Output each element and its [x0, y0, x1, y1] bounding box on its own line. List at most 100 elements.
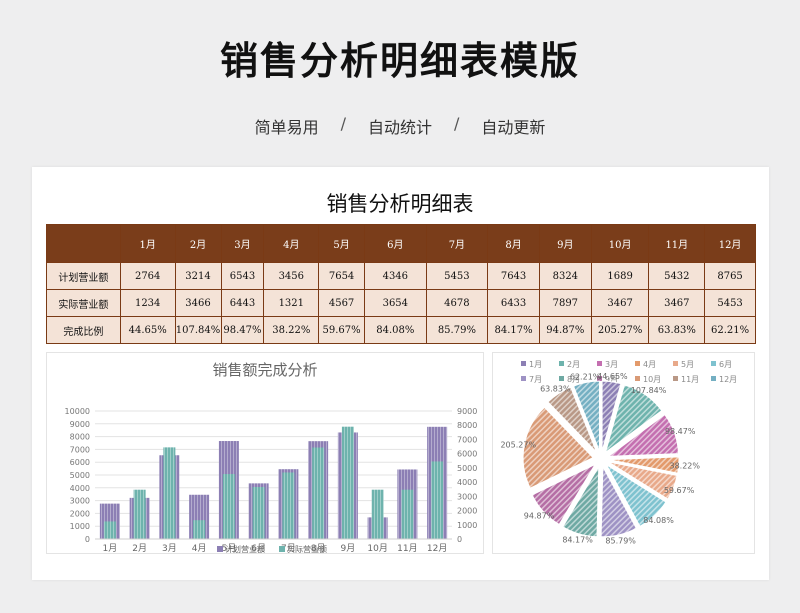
y2-tick-label: 3000 — [457, 492, 477, 501]
bar-actual — [252, 487, 265, 539]
y2-tick-label: 9000 — [457, 407, 477, 416]
x-tick-label: 10月 — [367, 543, 387, 553]
pie-slice — [572, 380, 600, 452]
bar-actual — [371, 489, 384, 539]
table-cell[interactable]: 4346 — [364, 262, 427, 290]
table-cell[interactable]: 205.27% — [590, 316, 650, 344]
table-cell[interactable]: 2764 — [119, 262, 176, 290]
table-cell[interactable]: 1321 — [263, 289, 320, 317]
pie-legend-swatch — [673, 376, 678, 381]
table-cell[interactable]: 3214 — [174, 262, 222, 290]
table-cell[interactable]: 6443 — [220, 289, 265, 317]
table-cell[interactable]: 6433 — [487, 289, 540, 317]
y2-tick-label: 5000 — [457, 464, 477, 473]
y-tick-label: 0 — [85, 535, 90, 544]
pie-slice — [608, 456, 680, 474]
table-cell[interactable]: 94.87% — [538, 316, 592, 344]
table-cell[interactable]: 62.21% — [704, 316, 756, 344]
pie-slice — [604, 384, 663, 454]
pie-slice — [601, 380, 622, 452]
header-cell: 11月 — [648, 224, 706, 263]
table-cell[interactable]: 5453 — [704, 289, 756, 317]
table-row: 实际营业额 1234 3466 6443 1321 4567 3654 4678… — [46, 289, 756, 317]
table-cell[interactable]: 59.67% — [318, 316, 366, 344]
table-cell[interactable]: 3467 — [648, 289, 706, 317]
header-corner-cell — [46, 224, 121, 263]
sales-table: 1月 2月 3月 4月 5月 6月 7月 8月 9月 10月 11月 12月 计… — [46, 224, 756, 344]
bar-actual — [282, 472, 295, 539]
pie-slice — [608, 461, 678, 500]
row-label: 计划营业额 — [46, 262, 121, 290]
pie-data-label: 62.21% — [570, 373, 601, 382]
table-cell[interactable]: 3456 — [263, 262, 320, 290]
table-cell[interactable]: 6543 — [220, 262, 265, 290]
pie-slice — [606, 413, 680, 457]
table-cell[interactable]: 98.47% — [220, 316, 265, 344]
x-tick-label: 1月 — [103, 543, 118, 553]
x-tick-label: 4月 — [192, 543, 207, 553]
table-cell[interactable]: 4567 — [318, 289, 366, 317]
table-cell[interactable]: 3654 — [364, 289, 427, 317]
pie-legend-label: 12月 — [719, 375, 737, 384]
pie-legend-label: 2月 — [567, 360, 580, 369]
table-cell[interactable]: 7897 — [538, 289, 592, 317]
table-cell[interactable]: 5432 — [648, 262, 706, 290]
bar-chart-title: 销售额完成分析 — [212, 361, 317, 379]
table-cell[interactable]: 3467 — [590, 289, 650, 317]
header-cell: 7月 — [425, 224, 489, 263]
y-tick-label: 3000 — [70, 497, 90, 506]
pie-data-label: 84.08% — [643, 516, 674, 525]
legend-label: 计划营业额 — [225, 544, 265, 553]
header-cell: 9月 — [538, 224, 592, 263]
table-cell[interactable]: 5453 — [425, 262, 489, 290]
pie-slice — [522, 406, 594, 489]
x-tick-label: 2月 — [132, 543, 147, 553]
table-row: 完成比例 44.65% 107.84% 98.47% 38.22% 59.67%… — [46, 316, 756, 344]
table-cell[interactable]: 4678 — [425, 289, 489, 317]
pie-legend-swatch — [559, 376, 564, 381]
subtitle-item: 自动更新 — [481, 118, 546, 137]
subtitle-item: 自动统计 — [367, 118, 432, 137]
table-cell[interactable]: 84.17% — [487, 316, 540, 344]
pie-legend-label: 5月 — [681, 360, 694, 369]
pie-legend-swatch — [521, 361, 526, 366]
table-cell[interactable]: 7654 — [318, 262, 366, 290]
y-tick-label: 5000 — [70, 471, 90, 480]
bar-actual — [341, 426, 354, 539]
pie-legend-label: 10月 — [643, 375, 661, 384]
row-label: 实际营业额 — [46, 289, 121, 317]
row-label: 完成比例 — [46, 316, 121, 344]
table-cell[interactable]: 44.65% — [119, 316, 176, 344]
table-cell[interactable]: 1234 — [119, 289, 176, 317]
y2-tick-label: 1000 — [457, 521, 477, 530]
table-cell[interactable]: 63.83% — [648, 316, 706, 344]
table-cell[interactable]: 38.22% — [263, 316, 320, 344]
table-cell[interactable]: 8324 — [538, 262, 592, 290]
pie-legend-swatch — [559, 361, 564, 366]
table-cell[interactable]: 3466 — [174, 289, 222, 317]
y2-tick-label: 8000 — [457, 421, 477, 430]
y-tick-label: 7000 — [70, 445, 90, 454]
header-cell: 1月 — [119, 224, 176, 263]
bar-actual — [401, 489, 414, 539]
table-cell[interactable]: 85.79% — [425, 316, 489, 344]
pie-data-label: 94.87% — [524, 512, 555, 521]
pie-legend-label: 3月 — [605, 360, 618, 369]
pie-legend-label: 8月 — [567, 375, 580, 384]
table-cell[interactable]: 107.84% — [174, 316, 222, 344]
header-cell: 3月 — [220, 224, 265, 263]
table-cell[interactable]: 7643 — [487, 262, 540, 290]
table-cell[interactable]: 8765 — [704, 262, 756, 290]
y-tick-label: 9000 — [70, 420, 90, 429]
pie-data-label: 44.65% — [597, 372, 628, 381]
header-cell: 5月 — [318, 224, 366, 263]
pie-chart: 1月 2月 3月 4月 5月 6月 7月 8月 9月 10月 11月 12月 44.65%107.84%… — [500, 360, 737, 546]
y2-tick-label: 0 — [457, 535, 462, 544]
y2-tick-label: 7000 — [457, 435, 477, 444]
bar-chart-panel[interactable]: 销售额完成分析 0 1000 2000 3000 4000 5000 6000 7000 8000… — [46, 352, 484, 554]
sheet-title: 销售分析明细表 — [326, 192, 474, 216]
table-cell[interactable]: 1689 — [590, 262, 650, 290]
table-cell[interactable]: 84.08% — [364, 316, 427, 344]
page-title: 销售分析明细表模版 — [219, 39, 580, 83]
pie-chart-panel[interactable]: 1月 2月 3月 4月 5月 6月 7月 8月 9月 10月 11月 12月 44.65% 107.84%… — [492, 352, 755, 554]
